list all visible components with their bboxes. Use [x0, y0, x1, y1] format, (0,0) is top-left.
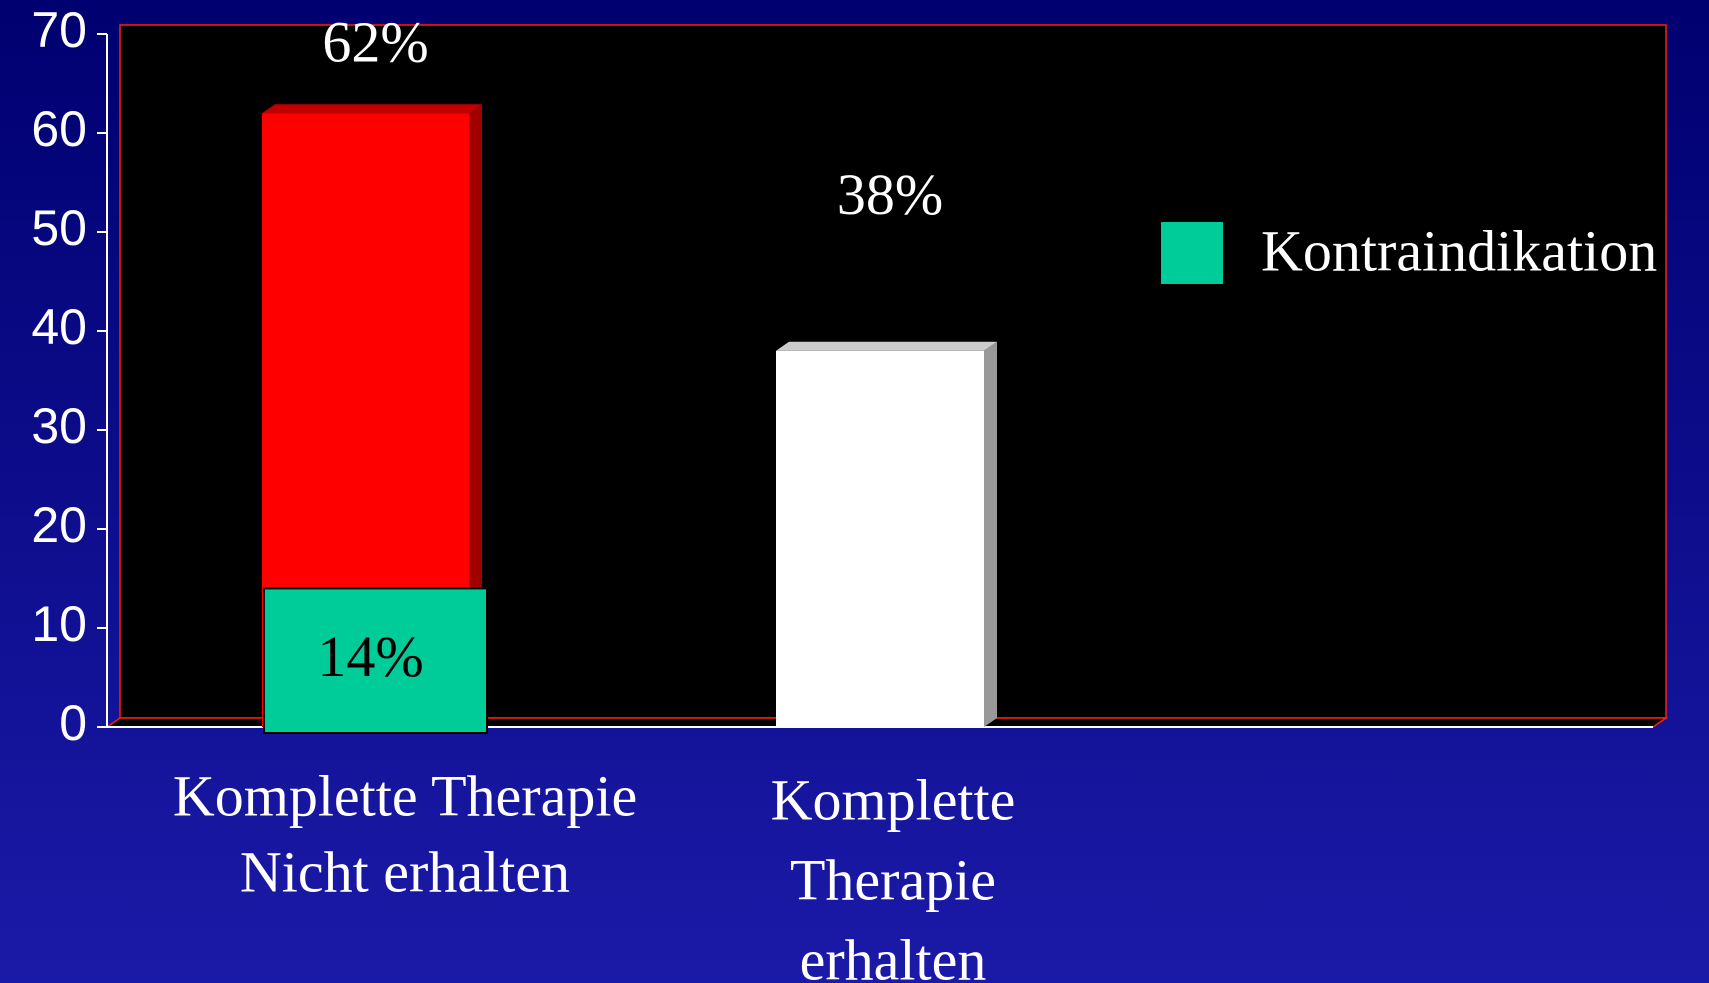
- bar-top: [776, 341, 997, 351]
- x-tick-label: erhalten: [800, 927, 987, 983]
- x-tick-label: Therapie: [790, 847, 996, 912]
- y-tick-label: 40: [31, 299, 87, 355]
- y-tick-label: 20: [31, 497, 87, 553]
- y-tick-label: 50: [31, 200, 87, 256]
- y-tick-label: 30: [31, 398, 87, 454]
- x-tick-label: Nicht erhalten: [240, 839, 570, 904]
- x-tick-label: Komplette Therapie: [173, 763, 637, 828]
- legend-swatch: [1161, 222, 1223, 284]
- y-tick-label: 10: [31, 596, 87, 652]
- y-tick-label: 70: [31, 2, 87, 58]
- x-tick-label: Komplette: [771, 767, 1016, 832]
- value-label: 14%: [317, 624, 423, 689]
- bar: [263, 587, 488, 735]
- bar-side: [984, 341, 997, 727]
- value-label: 38%: [837, 162, 943, 227]
- bar-side: [469, 104, 482, 727]
- value-label: 62%: [322, 10, 428, 75]
- bar: [776, 350, 984, 727]
- legend-label: Kontraindikation: [1261, 218, 1657, 283]
- bar-top: [262, 104, 482, 114]
- y-tick-label: 0: [59, 695, 87, 751]
- y-tick-label: 60: [31, 101, 87, 157]
